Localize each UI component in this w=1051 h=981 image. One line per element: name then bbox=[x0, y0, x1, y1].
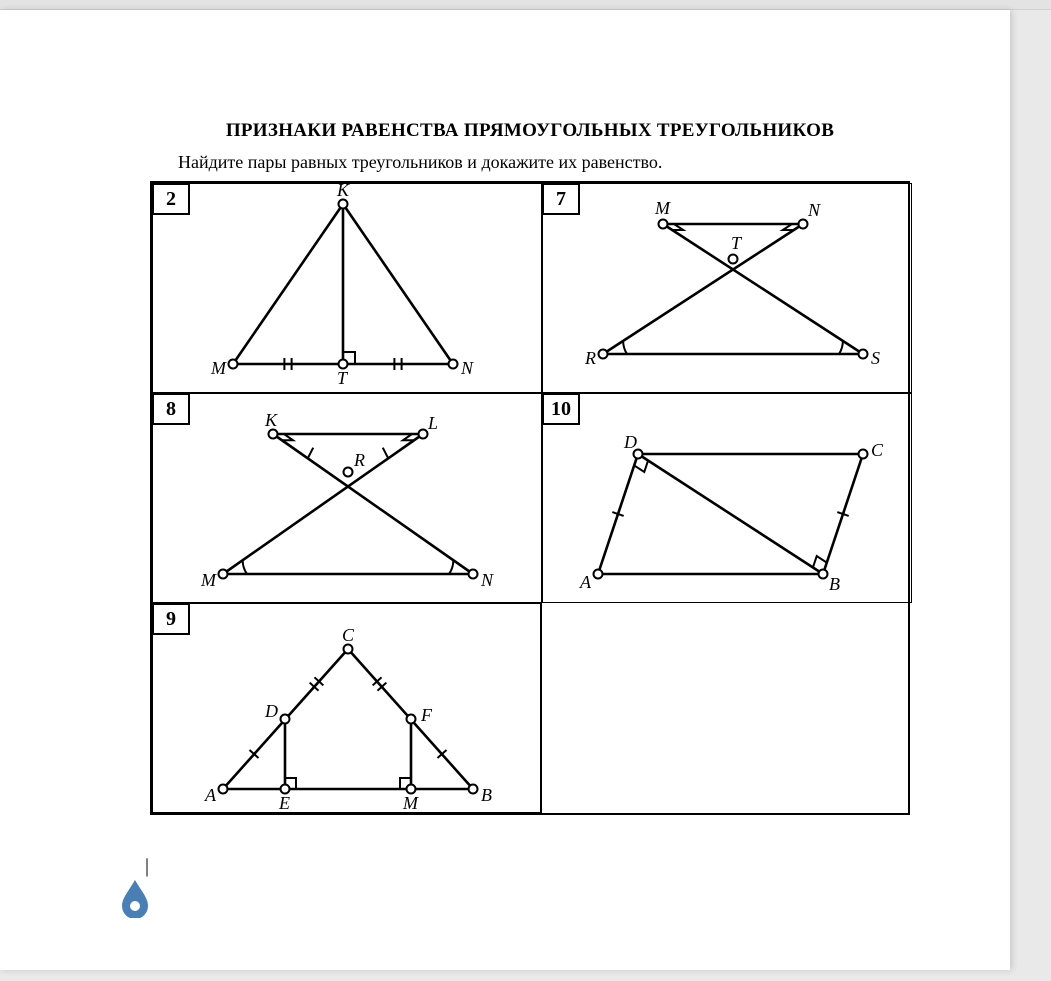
svg-text:K: K bbox=[264, 410, 278, 430]
svg-text:C: C bbox=[342, 625, 355, 645]
worksheet-content: ПРИЗНАКИ РАВЕНСТВА ПРЯМОУГОЛЬНЫХ ТРЕУГОЛ… bbox=[150, 120, 910, 815]
svg-text:F: F bbox=[420, 705, 433, 725]
problems-grid: 2 M N K T 7 M N T R S 8 K L R M N 10 A B C D bbox=[150, 181, 910, 815]
problem-cell: 10 A B C D bbox=[542, 393, 912, 603]
problem-cell: 7 M N T R S bbox=[542, 183, 912, 393]
svg-text:N: N bbox=[807, 200, 821, 220]
document-page: ПРИЗНАКИ РАВЕНСТВА ПРЯМОУГОЛЬНЫХ ТРЕУГОЛ… bbox=[0, 10, 1010, 970]
svg-text:D: D bbox=[264, 701, 278, 721]
svg-text:A: A bbox=[204, 785, 217, 805]
problem-cell: 9 A B C D F E M bbox=[152, 603, 542, 813]
problem-cell: 2 M N K T bbox=[152, 183, 542, 393]
svg-text:A: A bbox=[579, 572, 592, 592]
grid-row: 8 K L R M N 10 A B C D bbox=[152, 393, 908, 603]
svg-text:B: B bbox=[481, 785, 492, 805]
svg-text:M: M bbox=[200, 570, 217, 590]
figure-7: M N T R S bbox=[543, 184, 913, 394]
problem-cell: 8 K L R M N bbox=[152, 393, 542, 603]
svg-text:M: M bbox=[210, 358, 227, 378]
svg-text:T: T bbox=[337, 368, 349, 388]
svg-text:M: M bbox=[402, 793, 419, 813]
svg-text:N: N bbox=[460, 358, 474, 378]
grid-row: 9 A B C D F E M bbox=[152, 603, 908, 813]
svg-text:R: R bbox=[584, 348, 596, 368]
svg-text:K: K bbox=[336, 184, 350, 200]
toolbar-strip bbox=[0, 0, 1051, 10]
page-title: ПРИЗНАКИ РАВЕНСТВА ПРЯМОУГОЛЬНЫХ ТРЕУГОЛ… bbox=[150, 120, 910, 142]
figure-2: M N K T bbox=[153, 184, 543, 394]
svg-text:T: T bbox=[731, 233, 743, 253]
page-subtitle: Найдите пары равных треугольников и дока… bbox=[150, 152, 910, 173]
problem-number: 10 bbox=[542, 393, 580, 425]
problem-number: 8 bbox=[152, 393, 190, 425]
water-drop-icon[interactable] bbox=[118, 878, 152, 918]
svg-text:N: N bbox=[480, 570, 494, 590]
problem-number: 2 bbox=[152, 183, 190, 215]
svg-text:L: L bbox=[427, 413, 438, 433]
svg-text:M: M bbox=[654, 198, 671, 218]
figure-8: K L R M N bbox=[153, 394, 543, 604]
svg-text:B: B bbox=[829, 574, 840, 594]
text-cursor: | bbox=[145, 855, 149, 878]
grid-row: 2 M N K T 7 M N T R S bbox=[152, 183, 908, 393]
problem-number: 9 bbox=[152, 603, 190, 635]
problem-number: 7 bbox=[542, 183, 580, 215]
svg-text:E: E bbox=[278, 793, 290, 813]
svg-text:C: C bbox=[871, 440, 884, 460]
svg-text:D: D bbox=[623, 432, 637, 452]
svg-text:R: R bbox=[353, 450, 365, 470]
figure-9: A B C D F E M bbox=[153, 604, 543, 814]
svg-text:S: S bbox=[871, 348, 880, 368]
figure-10: A B C D bbox=[543, 394, 913, 604]
viewport: ПРИЗНАКИ РАВЕНСТВА ПРЯМОУГОЛЬНЫХ ТРЕУГОЛ… bbox=[0, 0, 1051, 981]
